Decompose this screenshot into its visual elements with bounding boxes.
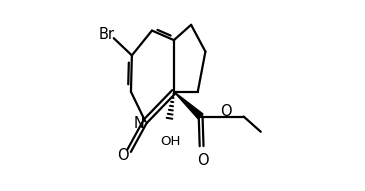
Text: N: N: [134, 116, 145, 131]
Text: O: O: [117, 148, 129, 163]
Text: Br: Br: [99, 27, 115, 42]
Text: OH: OH: [160, 135, 180, 148]
Text: O: O: [197, 153, 208, 168]
Polygon shape: [174, 92, 203, 119]
Text: O: O: [220, 104, 232, 119]
